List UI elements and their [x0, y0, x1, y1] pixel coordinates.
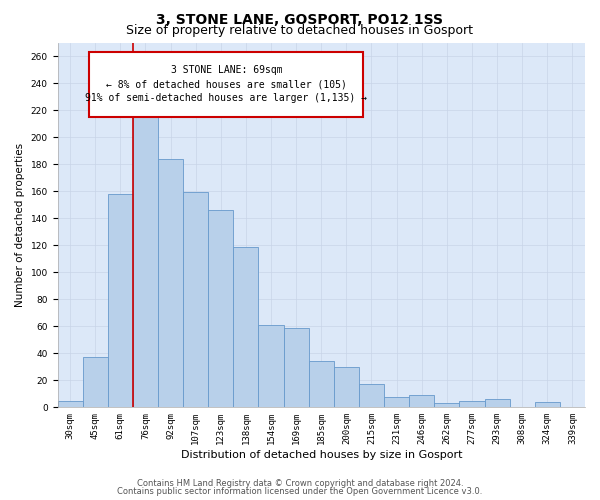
Bar [309, 362, 334, 408]
Bar [208, 210, 233, 408]
Bar [460, 400, 485, 407]
Bar [83, 358, 108, 408]
Bar [158, 158, 183, 408]
Bar [485, 399, 509, 407]
Text: Contains HM Land Registry data © Crown copyright and database right 2024.: Contains HM Land Registry data © Crown c… [137, 478, 463, 488]
Bar [359, 384, 384, 407]
Text: 3, STONE LANE, GOSPORT, PO12 1SS: 3, STONE LANE, GOSPORT, PO12 1SS [157, 12, 443, 26]
Bar [259, 325, 284, 407]
Bar [133, 114, 158, 408]
Bar [384, 396, 409, 407]
Bar [535, 402, 560, 407]
Bar [434, 404, 460, 407]
Bar [284, 328, 309, 407]
Text: Size of property relative to detached houses in Gosport: Size of property relative to detached ho… [127, 24, 473, 37]
Text: Contains public sector information licensed under the Open Government Licence v3: Contains public sector information licen… [118, 487, 482, 496]
Bar [183, 192, 208, 408]
X-axis label: Distribution of detached houses by size in Gosport: Distribution of detached houses by size … [181, 450, 462, 460]
Bar [409, 395, 434, 407]
Bar [334, 367, 359, 408]
Y-axis label: Number of detached properties: Number of detached properties [15, 143, 25, 307]
Bar [58, 400, 83, 407]
Bar [233, 246, 259, 408]
FancyBboxPatch shape [89, 52, 364, 118]
Bar [108, 194, 133, 408]
Text: 3 STONE LANE: 69sqm
← 8% of detached houses are smaller (105)
91% of semi-detach: 3 STONE LANE: 69sqm ← 8% of detached hou… [85, 66, 367, 104]
